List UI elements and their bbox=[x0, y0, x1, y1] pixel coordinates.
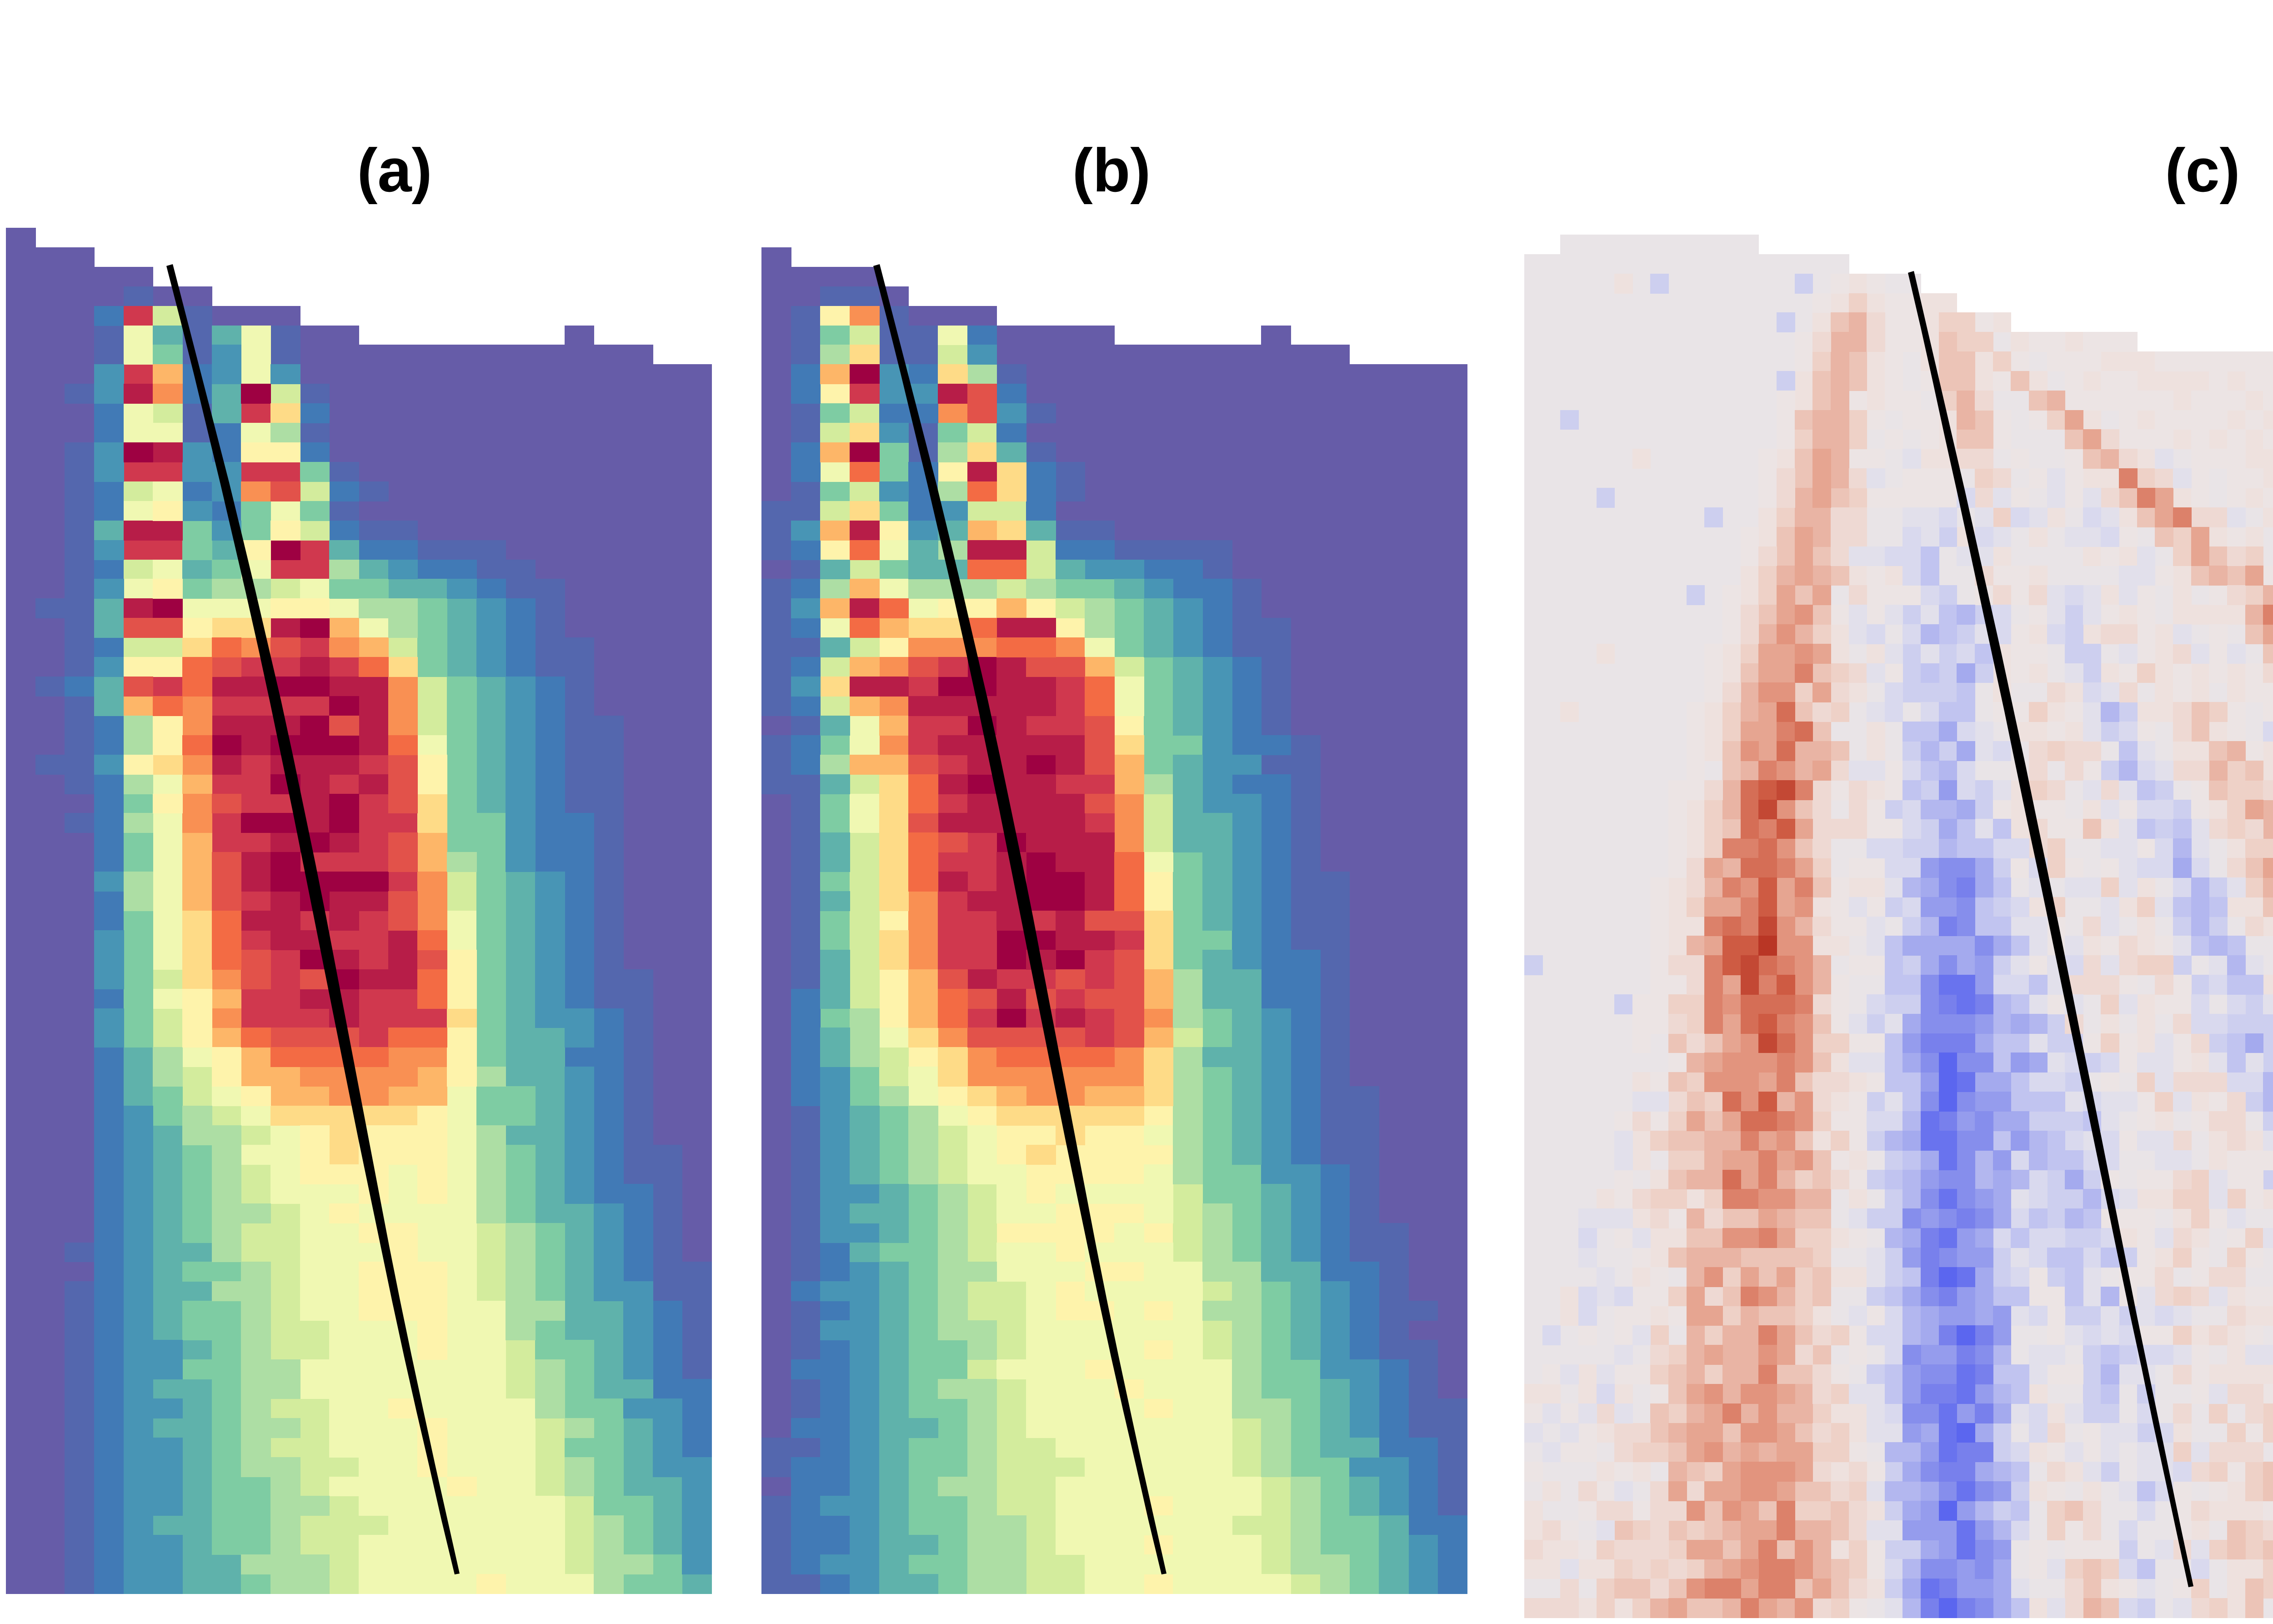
svg-text:(b): (b) bbox=[1072, 136, 1151, 205]
svg-text:(c): (c) bbox=[2165, 136, 2240, 205]
svg-text:(a): (a) bbox=[357, 136, 432, 205]
